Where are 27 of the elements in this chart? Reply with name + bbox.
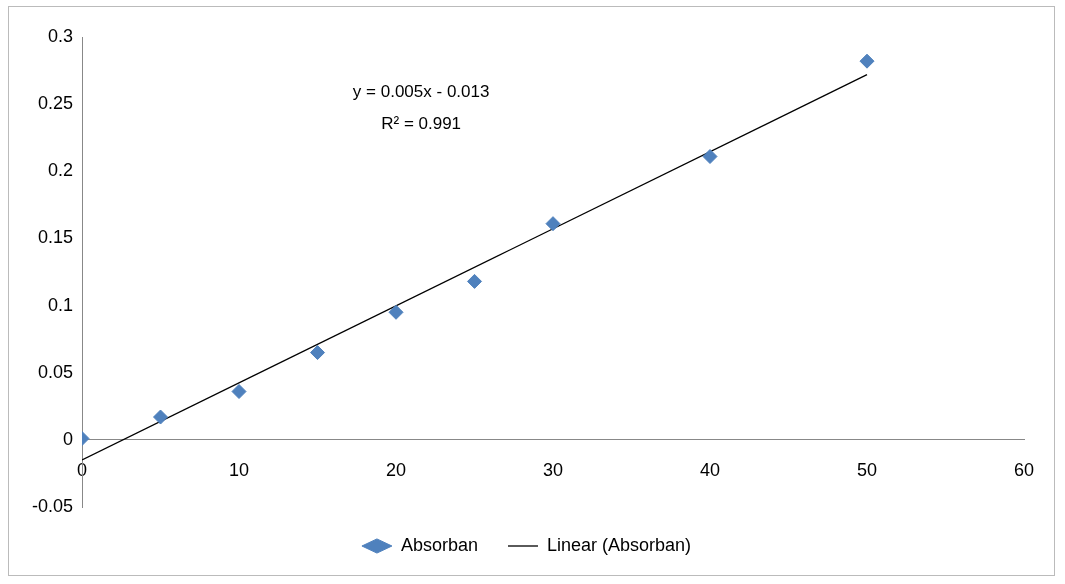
annotation: R² = 0.991 <box>381 113 462 133</box>
point <box>310 345 326 361</box>
x-tick-label: 30 <box>543 459 564 480</box>
y-tick-label: 0.25 <box>37 93 74 114</box>
point <box>545 216 561 232</box>
annotation: y = 0.005x - 0.013 <box>352 81 490 101</box>
y-tick-label: 0.1 <box>48 294 74 315</box>
y-tick-label: 0 <box>63 428 74 449</box>
legend-label: Absorban <box>400 534 478 555</box>
point <box>153 409 169 425</box>
point <box>467 273 483 289</box>
y-tick-label: 0.15 <box>37 227 74 248</box>
y-tick-label: -0.05 <box>32 495 74 516</box>
point <box>702 149 718 165</box>
x-tick-label: 10 <box>229 459 250 480</box>
x-tick-label: 60 <box>1013 459 1035 480</box>
point <box>388 304 404 320</box>
x-tick-label: 40 <box>699 459 721 480</box>
x-tick-label: 50 <box>856 459 878 480</box>
x-tick-label: 0 <box>77 459 88 480</box>
legend-label: Linear (Absorban) <box>546 534 692 555</box>
y-tick-label: 0.05 <box>37 361 74 382</box>
y-tick-label: 0.3 <box>48 25 74 46</box>
x-tick-label: 20 <box>386 459 407 480</box>
point <box>859 53 875 69</box>
point <box>231 384 247 400</box>
y-tick-label: 0.2 <box>48 160 74 181</box>
